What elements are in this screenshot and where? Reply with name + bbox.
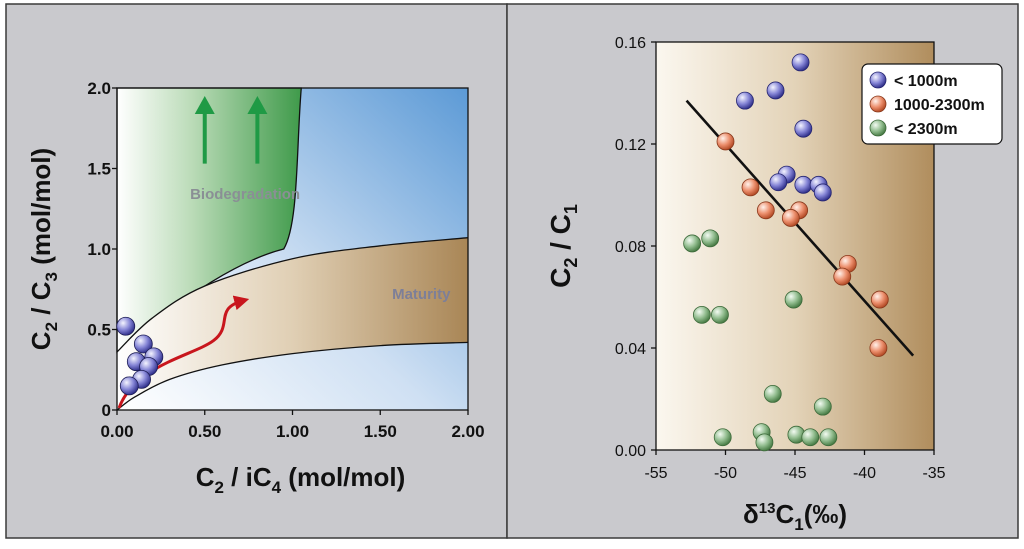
- x-tick-label: -40: [853, 465, 876, 482]
- data-point: [713, 428, 732, 447]
- y-label-part: / C: [26, 281, 56, 322]
- y-axis-label: C2 / C3 (mol/mol): [26, 148, 61, 350]
- y-tick-label: 0.5: [87, 321, 111, 340]
- data-point: [801, 428, 820, 447]
- data-point: [781, 209, 800, 227]
- data-point: [133, 334, 153, 354]
- x-tick-label: 2.00: [451, 422, 484, 441]
- x-tick-label: 0.00: [100, 422, 133, 441]
- data-point: [701, 229, 720, 248]
- data-point: [736, 91, 754, 110]
- biodegradation-arrow-head: [194, 96, 215, 115]
- x-axis-label: δ13C1(‰): [743, 499, 847, 534]
- legend-box: [861, 63, 1003, 145]
- y-tick-label: 0.08: [615, 239, 646, 256]
- y-label-part: / C: [545, 214, 576, 258]
- legend-marker: [869, 119, 887, 137]
- y-label-subscript: 1: [561, 204, 581, 214]
- x-label-part: / iC: [224, 462, 272, 492]
- x-tick-label: -45: [783, 465, 806, 482]
- legend-marker: [869, 95, 887, 113]
- data-point: [791, 53, 810, 72]
- maturity-upper-boundary: [116, 237, 469, 353]
- data-point: [794, 175, 813, 194]
- data-point: [794, 119, 813, 138]
- x-label-subscript: 2: [214, 478, 223, 497]
- x-tick-label: -35: [922, 465, 945, 482]
- data-point: [833, 267, 852, 286]
- y-tick-label: 1.0: [87, 240, 111, 259]
- y-label-part: C: [545, 268, 576, 288]
- y-tick-label: 0.00: [615, 443, 646, 460]
- data-point: [683, 234, 702, 253]
- y-label-subscript: 2: [42, 322, 61, 331]
- legend-label: < 1000m: [894, 73, 958, 90]
- biodegradation-arrow-head: [247, 96, 268, 115]
- x-tick-label: 1.50: [364, 422, 397, 441]
- x-tick-label: 0.50: [188, 422, 221, 441]
- data-point: [813, 183, 832, 202]
- x-label-part: C: [775, 499, 794, 529]
- x-label-superscript: 13: [759, 500, 776, 517]
- x-label-part: (‰): [804, 499, 847, 529]
- data-point: [763, 384, 782, 403]
- y-tick-label: 1.5: [87, 160, 111, 179]
- data-point: [116, 316, 136, 336]
- x-label-part: δ: [743, 499, 759, 529]
- y-label-part: C: [26, 331, 56, 350]
- x-tick-label: -55: [644, 465, 667, 482]
- data-point: [692, 305, 711, 324]
- legend-label: 1000-2300m: [894, 97, 985, 114]
- x-tick-label: -50: [714, 465, 737, 482]
- x-axis-label: C2 / iC4 (mol/mol): [196, 462, 406, 497]
- y-tick-label: 0.04: [615, 341, 646, 358]
- x-label-part: C: [196, 462, 215, 492]
- y-tick-label: 0: [102, 401, 111, 420]
- x-label-subscript: 4: [272, 478, 282, 497]
- data-point: [711, 305, 729, 324]
- maturity-lower-boundary: [116, 341, 469, 411]
- y-label-subscript: 2: [561, 258, 581, 268]
- maturity-region: [117, 237, 468, 410]
- y-axis-label: C2 / C1: [545, 204, 581, 288]
- y-label-subscript: 3: [42, 272, 61, 281]
- data-point: [869, 339, 888, 357]
- x-tick-label: 1.00: [276, 422, 309, 441]
- x-label-subscript: 1: [794, 515, 803, 534]
- data-point: [819, 428, 838, 447]
- data-point: [741, 178, 760, 197]
- data-point: [813, 397, 832, 416]
- x-label-part: (mol/mol): [281, 462, 405, 492]
- y-label-part: (mol/mol): [26, 148, 56, 272]
- legend-marker: [869, 71, 887, 89]
- data-point: [766, 81, 785, 100]
- y-tick-label: 0.16: [615, 35, 646, 52]
- data-point: [756, 201, 775, 220]
- legend-label: < 2300m: [894, 121, 958, 138]
- maturity-label: Maturity: [392, 286, 451, 303]
- biodegradation-label: Biodegradation: [190, 186, 300, 203]
- right-chart: -55 -50 -45 -40 -35 0.00 0.04 0.08 0.12 0.16 < 100…: [545, 35, 1003, 534]
- y-tick-label: 2.0: [87, 79, 111, 98]
- data-point: [716, 132, 735, 151]
- data-point: [755, 433, 774, 452]
- data-point: [870, 290, 889, 309]
- y-tick-label: 0.12: [615, 137, 646, 154]
- data-point: [784, 290, 803, 309]
- data-point: [769, 173, 788, 192]
- data-point: [119, 376, 139, 396]
